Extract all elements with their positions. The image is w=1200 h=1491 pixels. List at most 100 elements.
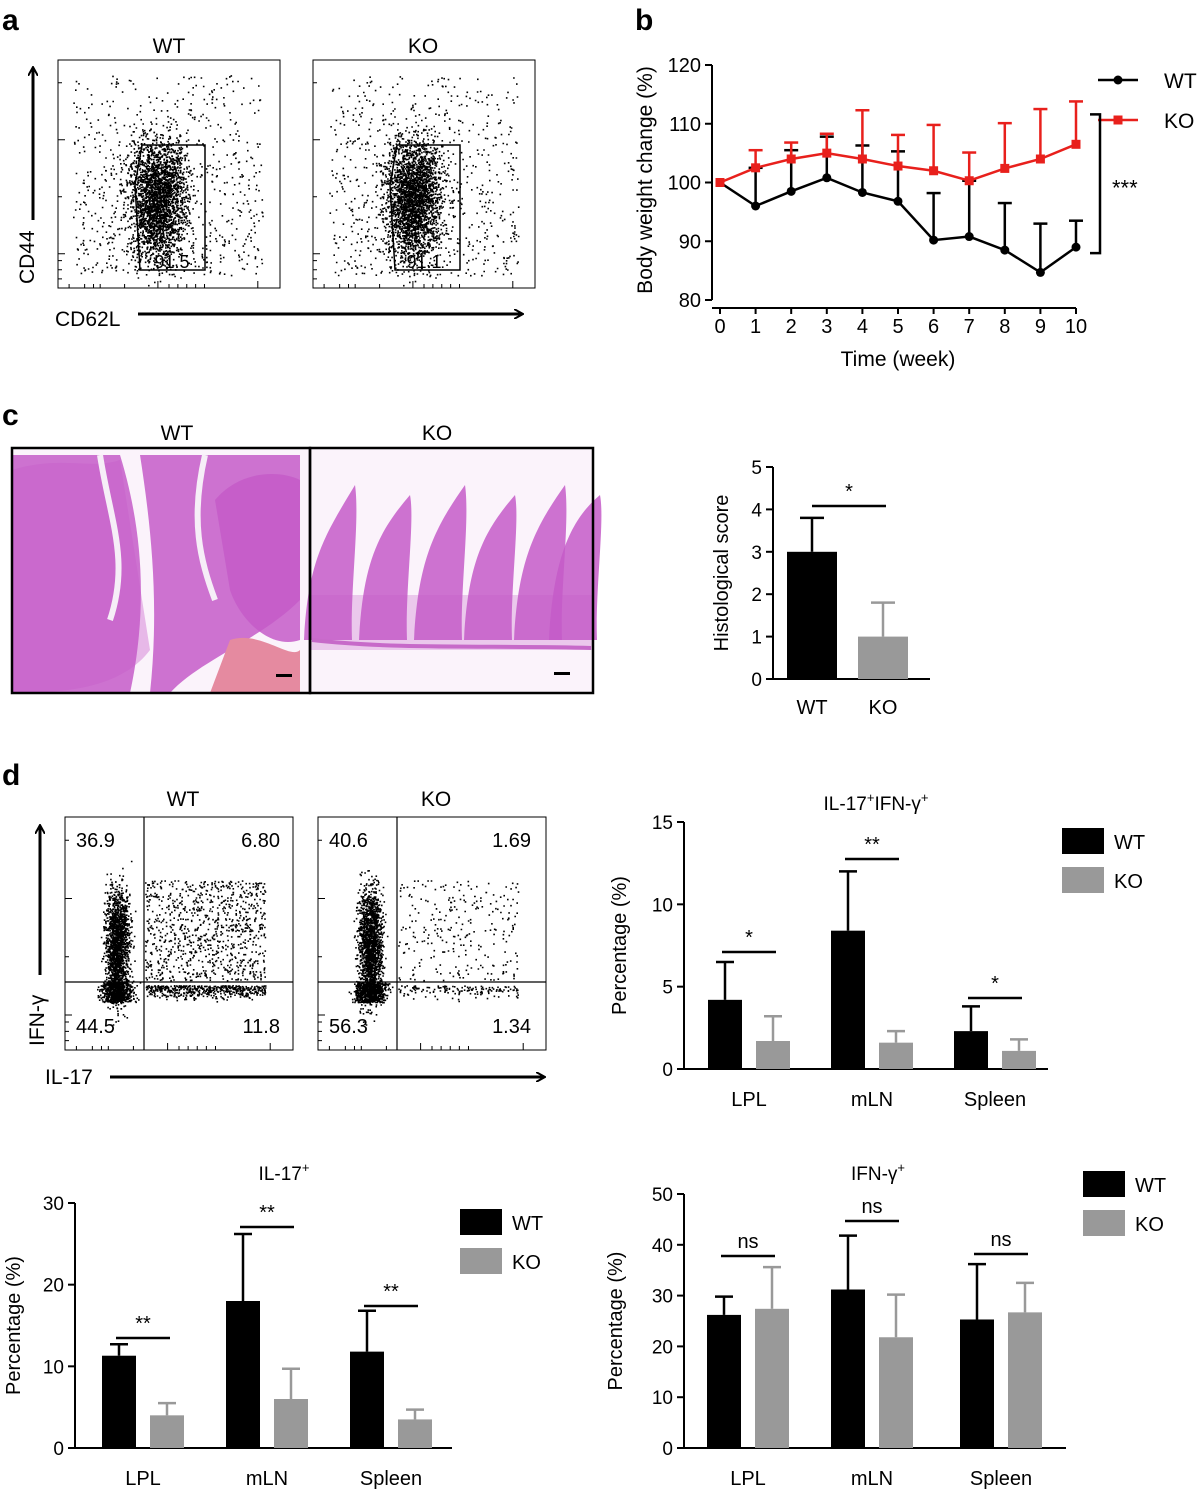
y-tick-label: 0 — [53, 1439, 64, 1460]
histology-crypt-region — [215, 474, 300, 642]
panel-a-y-label: CD44 — [16, 230, 39, 284]
significance-label: ** — [135, 1313, 151, 1335]
panel-b-letter: b — [635, 4, 653, 37]
y-tick-label: 5 — [662, 978, 673, 999]
y-tick-label: 20 — [43, 1276, 64, 1297]
legend-swatch-ko — [1083, 1210, 1125, 1236]
wt-quadrant-ul: 36.9 — [76, 830, 115, 852]
bar-ko — [755, 1308, 789, 1448]
histology-villus — [464, 495, 517, 640]
x-tick-label: WT — [796, 697, 827, 719]
bar-wt — [350, 1351, 384, 1448]
point-wt — [964, 232, 974, 242]
histology-villus — [414, 485, 467, 640]
point-ko — [786, 154, 796, 164]
histology-ko-frame — [308, 446, 595, 695]
x-tick-label: 7 — [964, 316, 975, 338]
panel-d: d WT KO 36.9 6.80 44.5 11.8 40.6 1.69 56… — [2, 759, 1166, 1490]
bar-wt — [226, 1301, 260, 1448]
chart-ifng: 0 10 20 30 40 50 LPL mLN Spleen ns ns ns Percentage … — [605, 1160, 1166, 1490]
histology-villus — [304, 485, 357, 640]
x-tick-label: 2 — [786, 316, 797, 338]
bar-ko — [274, 1399, 308, 1448]
panel-d-wt-title: WT — [167, 788, 200, 811]
chart-title: IFN-γ+ — [851, 1160, 905, 1185]
y-tick-label: 0 — [662, 1439, 673, 1460]
point-wt — [857, 187, 867, 197]
chart-title-text: IL-17 — [259, 1164, 302, 1185]
y-tick-label: 10 — [652, 1388, 673, 1409]
chart-title-superscript: + — [867, 790, 875, 805]
point-ko — [1071, 139, 1081, 149]
point-ko — [1000, 163, 1010, 173]
significance-bracket — [1090, 113, 1102, 255]
chart-title-superscript: + — [302, 1160, 310, 1175]
flow-axis-ticks — [65, 839, 271, 1050]
point-wt — [1071, 242, 1081, 252]
significance-label: ns — [861, 1196, 882, 1218]
y-tick-label: 4 — [751, 500, 762, 521]
chart-title: IL-17+IFN-γ+ — [824, 790, 929, 815]
point-wt — [822, 173, 832, 183]
x-tick-label: 5 — [892, 316, 903, 338]
point-wt — [929, 235, 939, 245]
legend-label-ko: KO — [1164, 110, 1194, 133]
bar-wt — [954, 1031, 988, 1069]
legend-label-wt: WT — [1164, 70, 1197, 93]
panel-c: c WT KO 0 1 2 3 4 5 WT KO * Histological score — [2, 399, 930, 719]
y-tick-label: 15 — [652, 813, 673, 834]
point-ko — [822, 148, 832, 158]
point-ko — [929, 166, 939, 176]
y-tick-label: 3 — [751, 543, 762, 564]
chart-body-weight: 80 90 100 110 120 0 1 2 3 4 5 6 7 8 9 10 Time (week) Body… — [634, 55, 1197, 371]
panel-a-ko-title: KO — [408, 35, 438, 58]
bar-ko — [1008, 1312, 1042, 1448]
bar-ko — [879, 1042, 913, 1069]
significance-label: * — [991, 973, 999, 995]
legend-label-ko: KO — [1114, 871, 1143, 893]
y-tick-label: 30 — [652, 1287, 673, 1308]
histology-villus — [549, 495, 602, 640]
significance-label: *** — [1112, 176, 1138, 201]
flow-dots — [329, 76, 520, 287]
panel-a-x-label: CD62L — [55, 308, 120, 331]
x-tick-label: 10 — [1065, 316, 1087, 338]
y-axis-label: Percentage (%) — [3, 1256, 25, 1395]
panel-a-ko-gate — [389, 144, 461, 271]
y-tick-label: 10 — [652, 895, 673, 916]
y-tick-label: 110 — [669, 114, 701, 136]
significance-label: ns — [737, 1231, 758, 1253]
legend-swatch-wt — [1062, 828, 1104, 854]
legend-swatch-wt — [1083, 1171, 1125, 1197]
point-ko — [893, 161, 903, 171]
x-tick-label: 8 — [999, 316, 1010, 338]
y-tick-label: 90 — [679, 231, 701, 253]
flow-dots — [73, 75, 264, 287]
x-tick-label: 1 — [750, 316, 761, 338]
chart-title-text: IFN-γ — [851, 1164, 898, 1185]
point-ko — [857, 154, 867, 164]
histology-image-ko — [304, 448, 602, 693]
legend-swatch-wt — [460, 1209, 502, 1235]
chart-title-superscript: + — [897, 1160, 905, 1175]
legend-label-wt: WT — [1114, 832, 1145, 854]
panel-a-letter: a — [2, 4, 19, 37]
y-tick-label: 1 — [751, 628, 762, 649]
x-tick-label: LPL — [730, 1468, 766, 1490]
ko-quadrant-ul: 40.6 — [329, 830, 368, 852]
y-tick-label: 120 — [668, 55, 701, 77]
x-tick-label: LPL — [731, 1089, 767, 1111]
y-axis-label: Percentage (%) — [605, 1252, 627, 1391]
histology-crypt-region — [12, 455, 141, 693]
bar-wt — [831, 1289, 865, 1448]
panel-a-wt-title: WT — [153, 35, 186, 58]
x-tick-label: Spleen — [964, 1089, 1026, 1111]
x-axis-label: Time (week) — [841, 348, 956, 371]
panel-d-x-label: IL-17 — [45, 1066, 93, 1089]
bar-ko — [1002, 1050, 1036, 1069]
x-tick-label: 6 — [928, 316, 939, 338]
panel-a-ko-gate-value: 91.1 — [406, 252, 441, 272]
chart-histological-score: 0 1 2 3 4 5 WT KO * Histological score — [711, 458, 930, 719]
bar-wt — [708, 999, 742, 1069]
